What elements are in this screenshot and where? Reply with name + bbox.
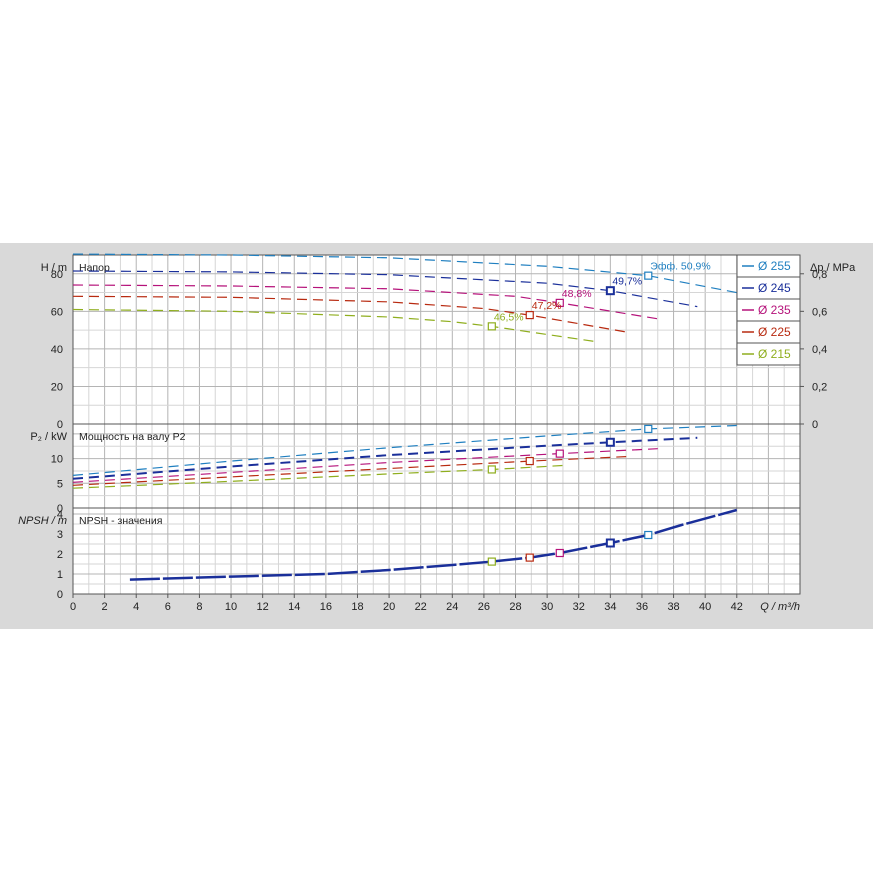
power-curve-d255 [72,424,737,476]
y-tick-label-npsh: 1 [57,569,63,581]
npsh-operating-point-d255 [644,530,653,540]
head-curve-d225 [72,295,627,333]
head-operating-point-d235 [555,298,564,307]
y-tick-label-head: 40 [51,344,63,356]
power-operating-point-d235 [555,449,564,458]
x-tick-label: 8 [196,601,202,613]
power-operating-point-d255 [644,424,653,434]
head-axis-label: H / m [41,262,67,274]
x-tick-label: 18 [351,601,363,613]
head-curve-d235 [72,284,658,320]
power-axis-label: P₂ / kW [30,431,67,443]
x-tick-label: 16 [320,601,332,613]
y-tick-label-pressure: 0,2 [812,381,827,393]
y-tick-label-pressure: 0,8 [812,269,827,281]
legend-label-d215: Ø 215 [758,347,791,361]
efficiency-label-d255: Эфф. 50,9% [650,261,710,273]
x-tick-label: 34 [604,601,616,613]
x-tick-label: 4 [133,601,139,613]
y-tick-label-power: 10 [51,454,63,466]
x-tick-label: 28 [509,601,521,613]
x-tick-label: 20 [383,601,395,613]
pump-curve-panel: 0 2 4 6 8 10 12 14 16 18 20 22 24 26 28 30 32 34 36 38 40 42 Q… [0,243,873,629]
y-tick-label-pressure: 0 [812,419,818,431]
y-tick-label-pressure: 0,6 [812,306,827,318]
power-plot-title: Мощность на валу P2 [79,431,186,443]
legend-item-d215 [736,342,801,366]
y-tick-label-npsh: 4 [57,509,63,521]
x-tick-label: 30 [541,601,553,613]
y-tick-label-head: 80 [51,269,63,281]
y-tick-label-pressure: 0,4 [812,344,827,356]
head-plot-title: Напор [79,262,110,274]
y-tick-label-head: 20 [51,381,63,393]
power-curve-d225 [72,456,627,486]
legend-label-d245: Ø 245 [758,281,791,295]
head-curve-d255 [72,253,737,294]
efficiency-label-d225: 47,2% [532,300,562,312]
x-tick-label: 24 [446,601,458,613]
x-tick-label: 10 [225,601,237,613]
npsh-operating-point-d215 [487,557,496,566]
x-tick-label: 0 [70,601,76,613]
x-axis-label: Q / m³/h [760,601,800,613]
x-tick-label: 14 [288,601,300,613]
y-tick-label-power: 0 [57,503,63,515]
legend-label-d235: Ø 235 [758,303,791,317]
y-tick-label-npsh: 0 [57,589,63,601]
legend-label-d225: Ø 225 [758,325,791,339]
npsh-operating-point-d225 [525,553,534,562]
npsh-plot-title: NPSH - значения [79,515,162,527]
npsh-operating-point-d245 [605,538,615,548]
pressure-axis-label: Δp / MPa [810,262,856,274]
y-tick-label-head: 60 [51,306,63,318]
power-operating-point-d225 [525,456,534,466]
x-tick-label: 38 [667,601,679,613]
legend-label-d255: Ø 255 [758,259,791,273]
x-tick-label: 36 [636,601,648,613]
y-tick-label-head: 0 [57,419,63,431]
y-tick-label-npsh: 3 [57,529,63,541]
npsh-curve [129,508,738,581]
x-tick-label: 42 [731,601,743,613]
head-operating-point-d215 [487,322,496,331]
x-tick-label: 12 [257,601,269,613]
npsh-axis-label: NPSH / m [18,515,67,527]
head-operating-point-d245 [605,286,615,296]
y-tick-label-power: 5 [57,478,63,490]
x-tick-label: 6 [165,601,171,613]
x-tick-label: 26 [478,601,490,613]
x-tick-label: 40 [699,601,711,613]
npsh-plot-frame [72,507,801,595]
x-tick-label: 22 [415,601,427,613]
efficiency-label-d215: 46,5% [494,311,524,323]
power-operating-point-d245 [605,437,615,447]
y-tick-label-npsh: 2 [57,549,63,561]
head-operating-point-d255 [644,271,653,280]
head-curve-d245 [72,270,698,308]
x-tick-label: 2 [102,601,108,613]
power-operating-point-d215 [487,465,496,474]
power-curve-d245 [72,436,698,480]
power-curve-d235 [72,448,658,483]
npsh-operating-point-d235 [555,548,564,558]
head-operating-point-d225 [525,310,534,320]
power-curve-d215 [72,464,563,489]
x-tick-label: 32 [573,601,585,613]
efficiency-label-d245: 49,7% [612,276,642,288]
pump-curve-chart: 0 2 4 6 8 10 12 14 16 18 20 22 24 26 28 30 32 34 36 38 40 42 Q… [18,253,856,613]
efficiency-label-d235: 48,8% [562,288,592,300]
head-curve-d215 [72,308,595,342]
